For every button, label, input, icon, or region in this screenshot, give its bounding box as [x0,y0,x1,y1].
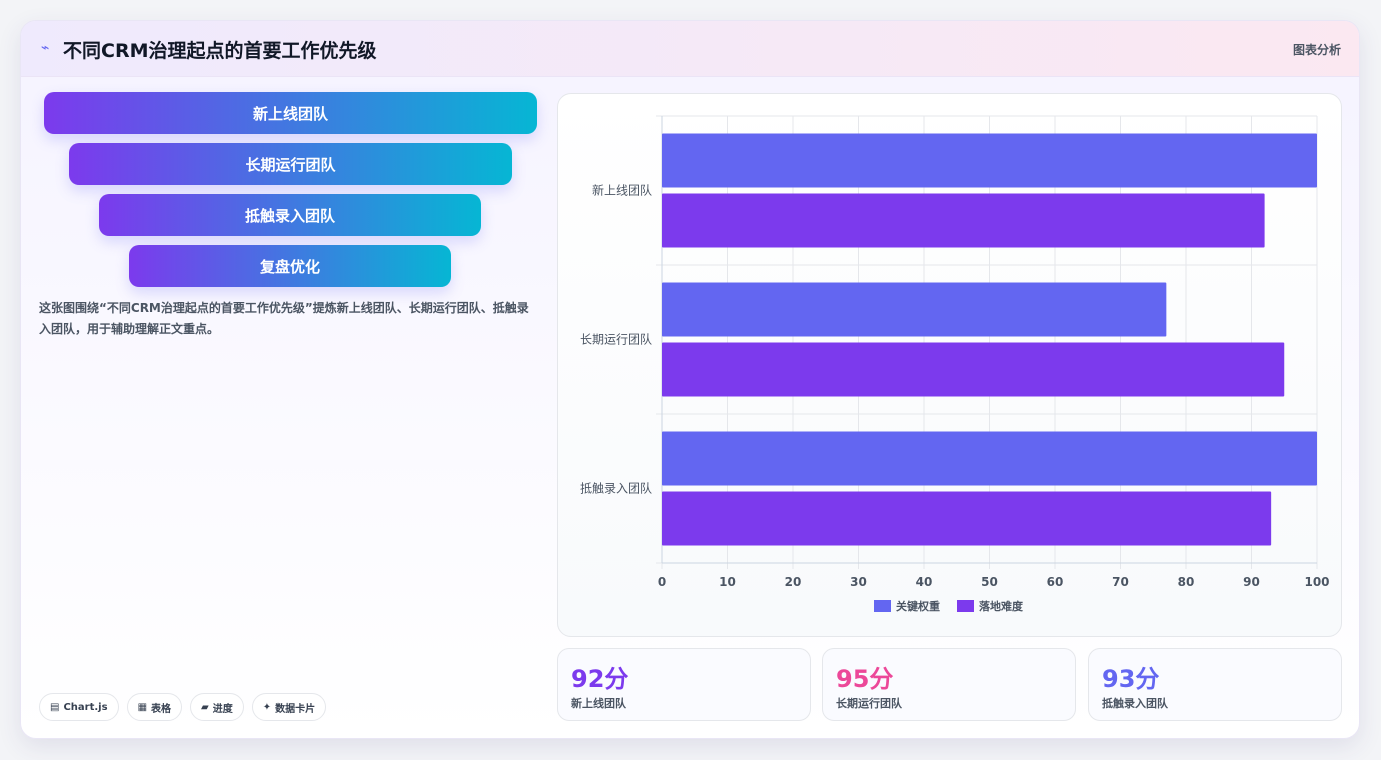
x-tick-label: 100 [1304,575,1329,589]
legend-swatch [957,600,974,612]
funnel-step-1: 新上线团队 [44,92,537,134]
chart-spark-icon: ⌁ [41,40,50,56]
stat-label: 新上线团队 [571,697,626,710]
bar-difficulty [662,491,1272,546]
chip-table[interactable]: ▦ 表格 [126,693,183,721]
card-header: ⌁ 不同CRM治理起点的首要工作优先级 图表分析 [21,21,1359,77]
bar-weight [662,431,1317,486]
stat-label: 抵触录入团队 [1102,697,1168,710]
legend-label: 关键权重 [896,599,940,613]
stat-value: 95分 [836,665,894,693]
table-icon: ▦ [137,701,148,713]
feature-chips: ▤ Chart.js ▦ 表格 ▰ 进度 ✦ 数据卡片 [39,693,327,721]
bar-difficulty [662,193,1265,248]
stat-value: 93分 [1102,665,1160,693]
stat-label: 长期运行团队 [836,697,902,710]
stat-value: 92分 [571,665,629,693]
funnel-step-2: 长期运行团队 [69,143,512,185]
bar-weight [662,133,1317,188]
sparkle-icon: ✦ [262,701,272,713]
stat-card-2: 95分 长期运行团队 [822,648,1076,721]
chip-chartjs[interactable]: ▤ Chart.js [39,693,119,721]
chart-icon: ▤ [50,701,60,713]
x-tick-label: 70 [1112,575,1129,589]
legend-swatch [874,600,891,612]
x-tick-label: 50 [981,575,998,589]
x-tick-label: 0 [658,575,666,589]
chip-progress[interactable]: ▰ 进度 [190,693,244,721]
chart-container: 新上线团队长期运行团队 抵触录入团队 0 10 20 30 40 50 60 70 80 90 100 关… [557,93,1342,637]
category-label: 抵触录入团队 [580,481,652,496]
stat-card-1: 92分 新上线团队 [557,648,811,721]
x-tick-label: 40 [916,575,933,589]
main-card: ⌁ 不同CRM治理起点的首要工作优先级 图表分析 新上线团队 长期运行团队 抵触… [20,20,1360,739]
x-tick-label: 10 [719,575,736,589]
header-tag: 图表分析 [1292,43,1341,57]
x-tick-label: 30 [850,575,867,589]
bar-weight [662,282,1167,337]
category-label: 新上线团队 [592,183,652,198]
x-tick-label: 80 [1178,575,1195,589]
x-tick-label: 20 [785,575,802,589]
funnel-step-3: 抵触录入团队 [99,194,481,236]
progress-icon: ▰ [201,701,209,713]
bar-difficulty [662,342,1285,397]
chip-data-card[interactable]: ✦ 数据卡片 [251,693,327,721]
legend-label: 落地难度 [979,599,1024,613]
x-tick-label: 60 [1047,575,1064,589]
stat-card-3: 93分 抵触录入团队 [1088,648,1342,721]
category-label: 长期运行团队 [580,332,652,347]
chart-description: 这张图围绕“不同CRM治理起点的首要工作优先级”提炼新上线团队、长期运行团队、抵… [39,301,529,336]
page-title: 不同CRM治理起点的首要工作优先级 [63,40,377,62]
funnel-step-4: 复盘优化 [129,245,451,287]
x-tick-label: 90 [1243,575,1260,589]
